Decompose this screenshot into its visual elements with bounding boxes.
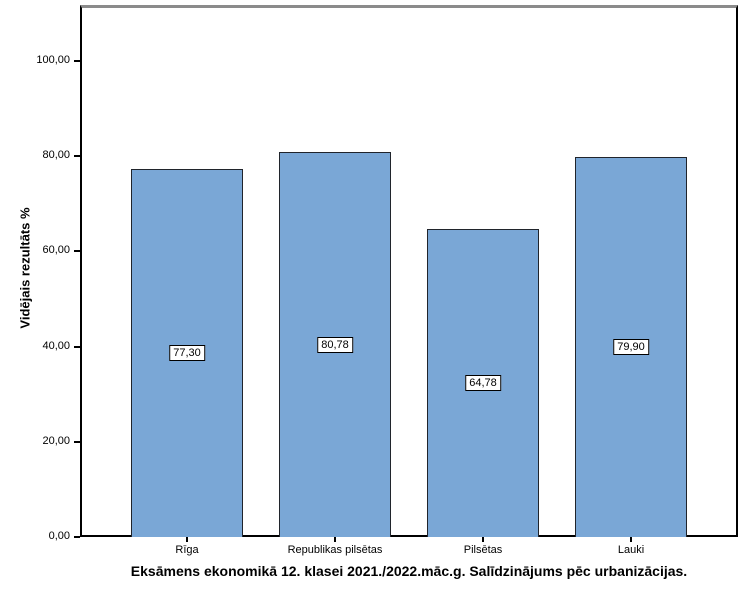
y-tick-mark: [74, 250, 80, 253]
y-tick-label: 0,00: [48, 530, 70, 542]
bar-value-label: 79,90: [613, 338, 649, 355]
x-category-label: Pilsētas: [463, 544, 503, 556]
x-tick-mark: [482, 537, 484, 542]
y-tick-label: 40,00: [42, 339, 70, 352]
y-tick-label: 20,00: [42, 434, 70, 447]
chart-title: Eksāmens ekonomikā 12. klasei 2021./2022…: [130, 563, 688, 579]
y-axis-title: Vidējais rezultāts %: [17, 207, 33, 329]
x-tick-mark: [186, 537, 188, 542]
y-tick-mark: [74, 60, 80, 62]
y-tick-mark: [74, 155, 80, 158]
y-tick-label: 60,00: [42, 244, 70, 257]
y-tick-mark: [74, 536, 80, 538]
bar-value-label: 80,78: [317, 336, 353, 353]
y-tick-mark: [74, 345, 80, 348]
bar-value-label: 64,78: [465, 374, 501, 391]
x-category-label: Rīga: [175, 544, 199, 556]
bar-value-label: 77,30: [169, 345, 205, 362]
x-category-label: Republikas pilsētas: [287, 544, 383, 556]
x-tick-mark: [334, 537, 336, 542]
y-tick-label: 100,00: [36, 54, 70, 66]
x-category-label: Lauki: [617, 544, 645, 556]
y-tick-mark: [74, 440, 80, 443]
x-tick-mark: [630, 537, 632, 542]
y-tick-label: 80,00: [42, 149, 70, 162]
